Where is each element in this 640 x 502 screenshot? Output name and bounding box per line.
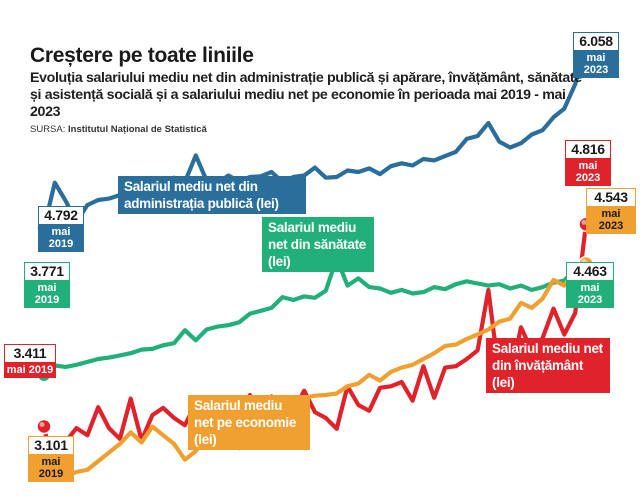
callout-admin-start-period: mai 2019 bbox=[48, 226, 74, 250]
series-line-sanatate bbox=[41, 256, 589, 377]
callout-invatamant-end-period: mai 2023 bbox=[575, 160, 601, 184]
source-label: SURSA: bbox=[30, 124, 66, 135]
callout-admin-end: 6.058 mai 2023 bbox=[573, 32, 619, 78]
callout-invatamant-start: 3.411 mai 2019 bbox=[4, 344, 56, 378]
point-highlight-invatamant-end bbox=[581, 219, 587, 225]
callout-economie-end-value: 4.543 bbox=[586, 188, 636, 207]
chart-title: Creștere pe toate liniile bbox=[30, 44, 254, 67]
callout-invatamant-end: 4.816 mai 2023 bbox=[565, 140, 611, 186]
chart-subtitle: Evoluția salariului mediu net din admini… bbox=[30, 70, 582, 120]
callout-admin-end-value: 6.058 bbox=[573, 32, 619, 51]
callout-invatamant-start-value: 3.411 bbox=[4, 344, 56, 363]
callout-economie-end-period: mai 2023 bbox=[598, 208, 624, 232]
callout-admin-start: 4.792 mai 2019 bbox=[38, 206, 84, 252]
callout-economie-end: 4.543 mai 2023 bbox=[586, 188, 636, 234]
point-invatamant-start bbox=[36, 418, 52, 435]
callout-sanatate-end-value: 4.463 bbox=[566, 262, 614, 281]
callout-economie-start: 3.101 mai 2019 bbox=[28, 436, 74, 482]
callout-sanatate-start-value: 3.771 bbox=[24, 262, 70, 281]
callout-admin-start-value: 4.792 bbox=[38, 206, 84, 225]
callout-economie-start-period: mai 2019 bbox=[38, 456, 64, 480]
chart-header: Creștere pe toate liniile Evoluția salar… bbox=[30, 44, 590, 136]
label-economie: Salariul mediu net pe economie (lei) bbox=[188, 395, 310, 450]
callout-invatamant-end-value: 4.816 bbox=[565, 140, 611, 159]
source-name: Institutul Național de Statistică bbox=[68, 124, 207, 135]
callout-sanatate-start: 3.771 mai 2019 bbox=[24, 262, 70, 308]
label-invatamant: Salariul mediu net din învățământ (lei) bbox=[486, 338, 610, 393]
callout-sanatate-end-period: mai 2023 bbox=[577, 282, 603, 306]
series-line-economie bbox=[41, 261, 589, 480]
label-sanatate: Salariul mediu net din sănătate (lei) bbox=[262, 217, 374, 272]
callout-economie-start-value: 3.101 bbox=[28, 436, 74, 455]
callout-sanatate-start-period: mai 2019 bbox=[34, 282, 60, 306]
callout-invatamant-start-period: mai 2019 bbox=[6, 364, 54, 376]
callout-sanatate-end: 4.463 mai 2023 bbox=[566, 262, 614, 308]
callout-admin-end-period: mai 2023 bbox=[583, 52, 609, 76]
label-administratie: Salariul mediu net din administrația pub… bbox=[118, 176, 306, 214]
chart-source: SURSA: Institutul Național de Statistică bbox=[30, 124, 590, 136]
point-highlight-invatamant-start bbox=[39, 421, 45, 427]
